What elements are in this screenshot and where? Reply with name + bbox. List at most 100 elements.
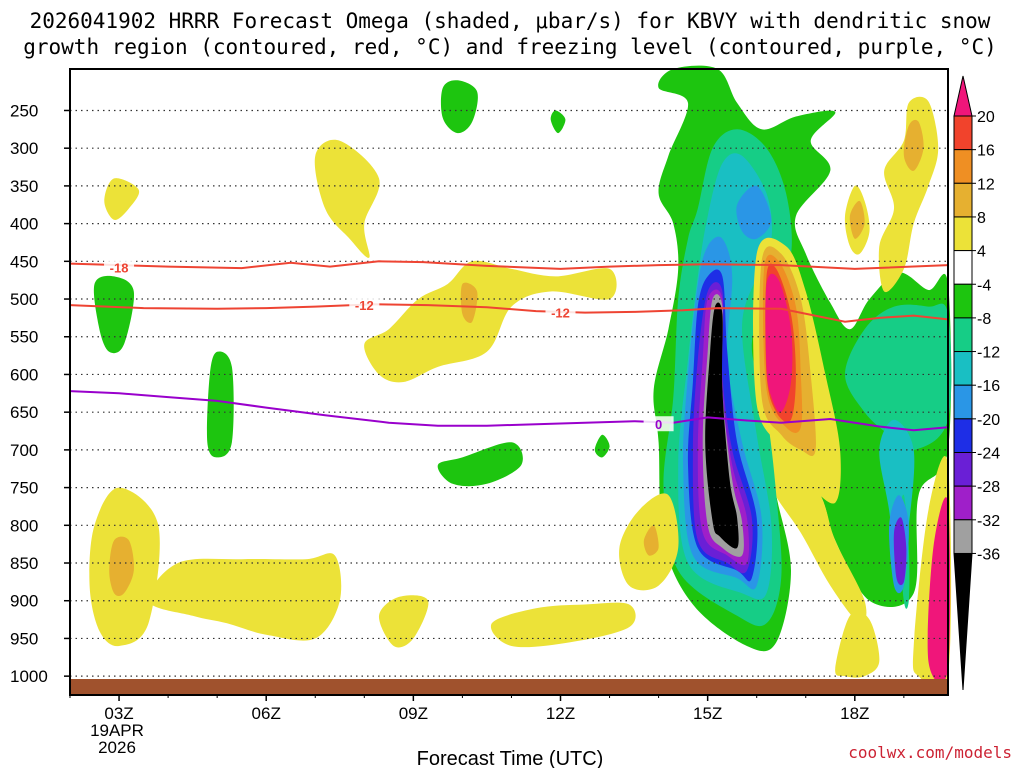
colorbar-label-13: -36 [977, 546, 1000, 563]
colorbar-bin-12 [953, 485, 973, 521]
colorbar-bin-4 [953, 216, 973, 252]
omega-region-15 [893, 517, 907, 586]
omega-region-28 [104, 178, 140, 220]
colorbar-bin-0 [953, 75, 973, 117]
omega-region-22 [927, 497, 951, 684]
y-tick-label-250: 250 [10, 101, 38, 120]
colorbar-bin-6 [953, 283, 973, 319]
x-tick-label-15Z: 15Z [693, 704, 722, 723]
y-tick-label-950: 950 [10, 629, 38, 648]
omega-region-41 [440, 80, 478, 134]
colorbar-bin-2 [953, 149, 973, 184]
temperature-contours: -18 -12 -12 0 [69, 259, 949, 432]
contour-label-bg-1 [349, 297, 380, 313]
y-tick-label-650: 650 [10, 403, 38, 422]
colorbar-label-4: 4 [977, 244, 986, 261]
omega-region-39 [93, 275, 135, 354]
colorbar-bin-10 [953, 418, 973, 454]
x-tick-label-18Z: 18Z [840, 704, 869, 723]
colorbar-bin-11 [953, 452, 973, 487]
colorbar-label-2: 12 [977, 176, 995, 193]
contour-label-bg-3 [643, 416, 674, 432]
omega-region-35 [490, 602, 636, 648]
y-tick-label-550: 550 [10, 328, 38, 347]
colorbar-bin-3 [953, 182, 973, 218]
omega-region-27 [314, 139, 380, 258]
colorbar-label-7: -12 [977, 345, 1000, 362]
colorbar-label-9: -20 [977, 412, 1000, 429]
colorbar-bin-7 [953, 317, 973, 353]
omega-region-43 [437, 442, 523, 487]
y-tick-label-700: 700 [10, 441, 38, 460]
contour-label-2: -12 [551, 306, 570, 321]
omega-region-37 [643, 525, 659, 556]
colorbar-label-11: -28 [977, 479, 1000, 496]
omega-shaded-regions [89, 65, 952, 693]
colorbar-label-6: -8 [977, 311, 991, 328]
colorbar-label-0: 20 [977, 109, 995, 126]
x-tick-label-06Z: 06Z [252, 704, 281, 723]
x-tick-label-12Z: 12Z [546, 704, 575, 723]
credit-link[interactable]: coolwx.com/models [848, 743, 1012, 762]
plot-frame [69, 68, 949, 696]
colorbar-label-12: -32 [977, 513, 1000, 530]
y-tick-label-600: 600 [10, 365, 38, 384]
date-label-month: 19APR [90, 721, 144, 740]
time-axis: 03Z 06Z 09Z 12Z 15Z 18Z [69, 695, 905, 723]
colorbar-label-8: -16 [977, 378, 1000, 395]
colorbar-label-10: -24 [977, 446, 1000, 463]
omega-region-32 [109, 536, 134, 597]
y-tick-label-400: 400 [10, 215, 38, 234]
y-tick-label-300: 300 [10, 139, 38, 158]
y-tick-label-900: 900 [10, 592, 38, 611]
contour-line-3 [69, 390, 949, 432]
contour-label-3: 0 [655, 417, 662, 432]
y-tick-label-450: 450 [10, 252, 38, 271]
x-tick-label-09Z: 09Z [399, 704, 428, 723]
contour-label-0: -18 [110, 260, 129, 275]
contour-label-1: -12 [355, 298, 374, 313]
colorbar-label-1: 16 [977, 143, 995, 160]
omega-region-40 [206, 351, 234, 458]
colorbar-bin-1 [953, 115, 973, 151]
omega-region-42 [550, 110, 566, 134]
gridlines [70, 109, 948, 677]
omega-region-1 [756, 431, 867, 624]
y-tick-label-800: 800 [10, 516, 38, 535]
omega-region-29 [364, 260, 617, 383]
omega-region-30 [460, 282, 478, 323]
contour-line-0 [69, 260, 949, 270]
x-axis-title: Forecast Time (UTC) [417, 748, 604, 768]
omega-colorbar: 20 16 12 8 4 -4 -8 -12 -16 -20 -24 -28 -32 -36 [953, 75, 1000, 691]
contour-label-bg-2 [545, 304, 576, 320]
chart-title-line-1: 2026041902 HRRR Forecast Omega (shaded, … [30, 9, 991, 33]
chart-title-line-2: growth region (contoured, red, °C) and f… [23, 35, 997, 59]
colorbar-bin-14 [953, 552, 973, 691]
y-tick-label-500: 500 [10, 290, 38, 309]
y-tick-label-850: 850 [10, 554, 38, 573]
x-tick-label-03Z: 03Z [104, 704, 133, 723]
contour-label-bg-0 [104, 259, 135, 275]
omega-region-44 [594, 434, 610, 458]
omega-region-38 [835, 611, 880, 678]
y-tick-label-350: 350 [10, 177, 38, 196]
omega-region-24 [903, 119, 924, 171]
colorbar-bin-8 [953, 351, 973, 386]
date-label-year: 2026 [98, 738, 136, 757]
pressure-axis: 250 300 350 400 450 500 550 600 650 700 750 800 850 9… [10, 101, 70, 686]
colorbar-bin-9 [953, 384, 973, 420]
omega-region-34 [378, 595, 429, 648]
omega-region-3 [845, 303, 952, 451]
ground-surface [71, 679, 948, 695]
omega-region-26 [849, 200, 865, 239]
omega-region-7 [736, 185, 772, 240]
colorbar-bin-5 [953, 250, 973, 285]
colorbar-bin-13 [953, 519, 973, 554]
colorbar-label-5: -4 [977, 277, 991, 294]
colorbar-label-3: 8 [977, 210, 986, 227]
plot-area: -18 -12 -12 0 [69, 65, 952, 696]
y-tick-label-750: 750 [10, 479, 38, 498]
y-tick-label-1000: 1000 [10, 667, 48, 686]
omega-region-33 [148, 553, 342, 641]
